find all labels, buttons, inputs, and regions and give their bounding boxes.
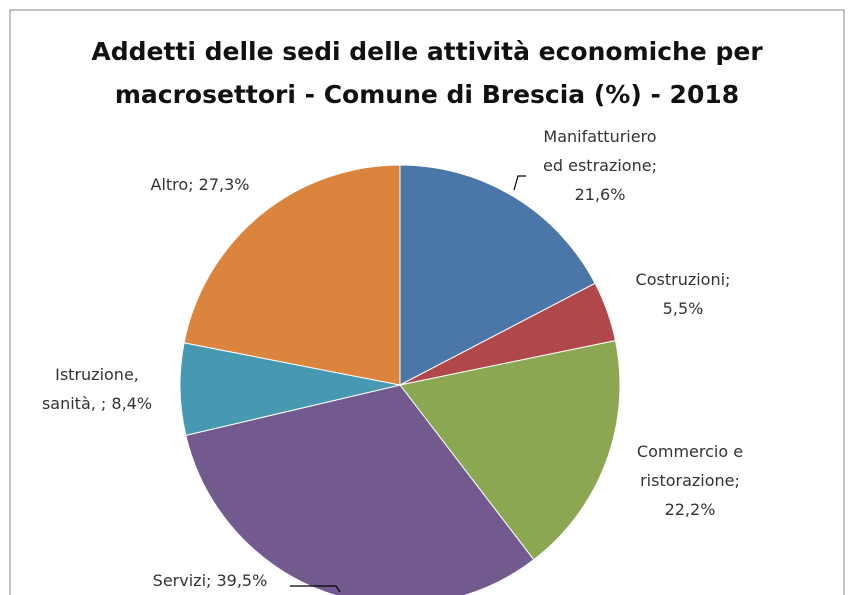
data-label: Servizi; 39,5% [153,571,268,590]
chart-title: Addetti delle sedi delle attività econom… [91,37,763,66]
pie-slice [185,384,535,595]
chart-title: macrosettori - Comune di Brescia (%) - 2… [115,80,739,109]
pie [179,164,621,595]
data-label: Commercio e ristorazione; 22,2% [637,442,743,519]
leader-line [513,175,526,191]
pie-slice [399,340,621,561]
data-label: Altro; 27,3% [151,175,250,194]
data-label: Istruzione, sanità, ; 8,4% [42,365,152,413]
data-label: Manifatturiero ed estrazione; 21,6% [543,127,657,204]
data-label: Costruzioni; 5,5% [636,270,731,318]
pie-slice [399,164,596,386]
leader-line [290,585,341,593]
pie-slice [183,164,401,386]
